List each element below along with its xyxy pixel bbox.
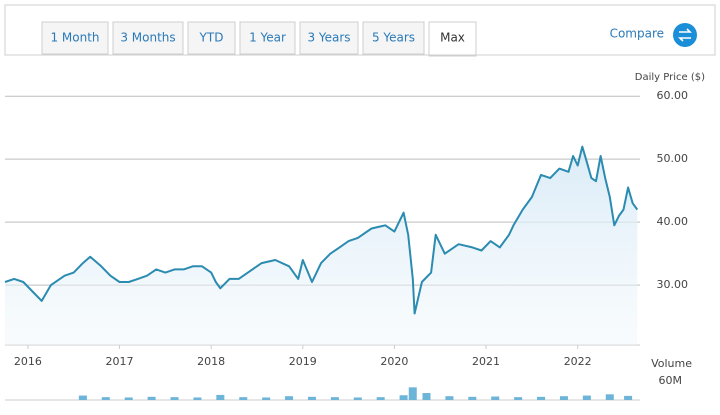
compare-icon bbox=[678, 28, 692, 42]
volume-bar bbox=[216, 394, 225, 400]
tab[interactable] bbox=[362, 21, 425, 55]
tab-label[interactable]: Max bbox=[440, 31, 465, 45]
volume-bar bbox=[170, 397, 179, 400]
volume-bar bbox=[537, 396, 546, 400]
volume-bar bbox=[624, 395, 633, 400]
volume-bar bbox=[491, 396, 500, 400]
tab[interactable] bbox=[112, 21, 184, 55]
x-tick-label: 2019 bbox=[289, 355, 317, 368]
x-tick-label: 2022 bbox=[564, 355, 592, 368]
volume-bar bbox=[605, 394, 614, 400]
y-tick-label: 30.00 bbox=[657, 278, 689, 291]
volume-bar bbox=[307, 396, 316, 400]
tab[interactable] bbox=[187, 21, 236, 55]
volume-label: Volume bbox=[651, 357, 692, 370]
x-tick-label: 2017 bbox=[106, 355, 134, 368]
tab-label[interactable]: 3 Years bbox=[307, 31, 350, 45]
volume-bar bbox=[445, 396, 454, 400]
tab[interactable] bbox=[239, 21, 296, 55]
toolbar bbox=[4, 4, 716, 56]
volume-bar bbox=[582, 395, 591, 400]
volume-tick-label: 60M bbox=[659, 374, 683, 387]
tab-label[interactable]: 3 Months bbox=[120, 31, 175, 45]
y-tick-label: 60.00 bbox=[657, 89, 689, 102]
volume-bar bbox=[353, 397, 362, 400]
tab-label[interactable]: 1 Year bbox=[249, 31, 286, 45]
volume-bar bbox=[422, 393, 431, 400]
y-tick-label: 50.00 bbox=[657, 152, 689, 165]
volume-bar bbox=[285, 396, 294, 400]
tab-label[interactable]: YTD bbox=[199, 31, 224, 45]
volume-bar bbox=[147, 396, 156, 400]
volume-bar bbox=[78, 395, 87, 400]
volume-bar bbox=[330, 397, 339, 400]
price-area bbox=[5, 146, 638, 345]
x-tick-label: 2016 bbox=[14, 355, 42, 368]
volume-bar bbox=[101, 397, 110, 400]
y-tick-label: 40.00 bbox=[657, 215, 689, 228]
tab[interactable] bbox=[41, 21, 109, 55]
volume-bar bbox=[468, 396, 477, 400]
x-tick-label: 2018 bbox=[197, 355, 225, 368]
tabs: 1 Month 3 Months YTD 1 Year 3 Years 5 Years Ma… bbox=[41, 21, 477, 57]
price-line bbox=[4, 145, 639, 315]
volume-bar bbox=[239, 397, 248, 400]
volume-bar bbox=[193, 397, 202, 400]
tab-label[interactable]: 1 Month bbox=[50, 31, 99, 45]
volume-bar bbox=[262, 397, 271, 400]
volume-bar bbox=[399, 395, 408, 400]
tab[interactable] bbox=[299, 21, 359, 55]
volume-bar bbox=[514, 397, 523, 400]
tab[interactable] bbox=[428, 21, 477, 57]
x-tick-label: 2020 bbox=[380, 355, 408, 368]
volume-bar bbox=[376, 397, 385, 400]
volume-bar bbox=[559, 396, 568, 400]
volume-bar bbox=[124, 397, 133, 400]
tab-label[interactable]: 5 Years bbox=[372, 31, 415, 45]
y-axis-label: Daily Price ($) bbox=[635, 72, 705, 83]
x-tick-label: 2021 bbox=[472, 355, 500, 368]
compare-label[interactable]: Compare bbox=[610, 27, 664, 41]
volume-bar bbox=[408, 387, 417, 400]
compare-button[interactable] bbox=[673, 23, 697, 47]
